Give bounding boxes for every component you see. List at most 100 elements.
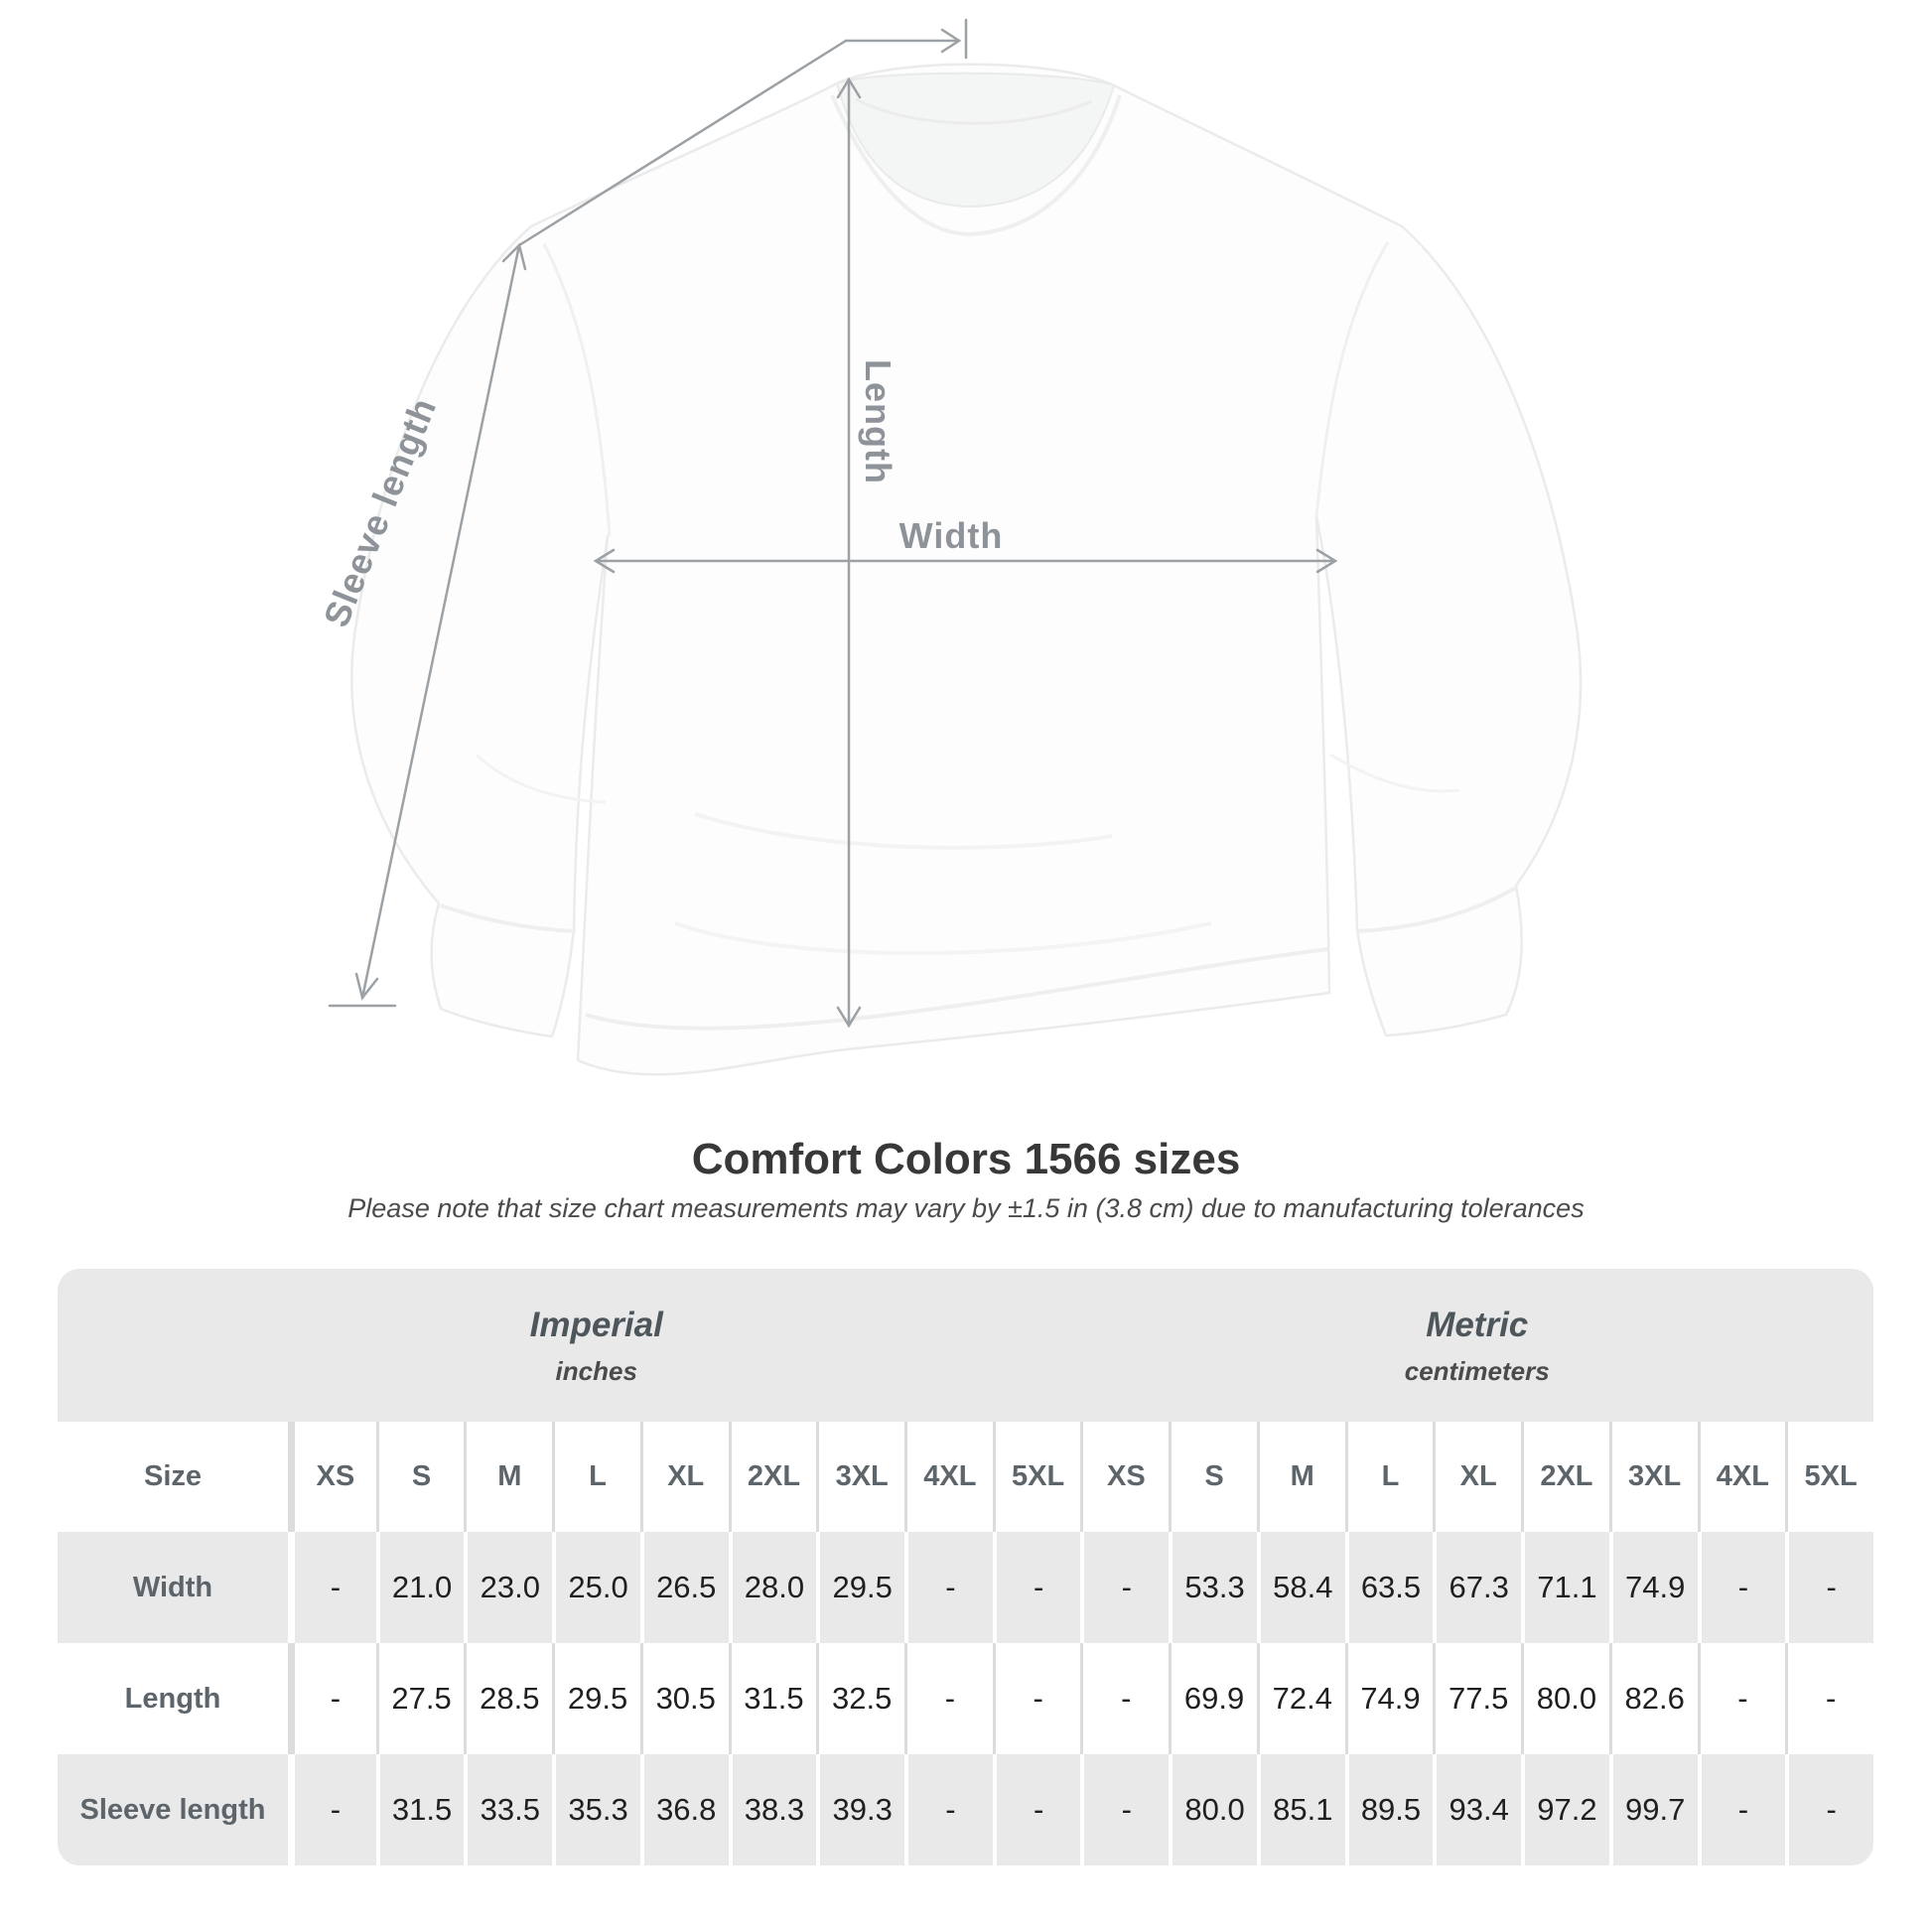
sweatshirt-body <box>350 63 1583 1076</box>
row-label-length: Length <box>58 1643 288 1754</box>
metric-group-header: Metric centimeters <box>1080 1269 1873 1422</box>
length-metric-xs: - <box>1080 1643 1170 1754</box>
wrinkle-line <box>1329 753 1460 793</box>
metric-label: Metric <box>1426 1306 1529 1344</box>
size-header-metric-xs: XS <box>1080 1422 1170 1532</box>
sleeve-metric-5xl: - <box>1785 1754 1873 1865</box>
size-header-metric-xl: XL <box>1433 1422 1522 1532</box>
width-imperial-2xl: 28.0 <box>728 1532 817 1643</box>
sleeve-metric-s: 80.0 <box>1169 1754 1257 1865</box>
right-cuff-seam <box>1355 886 1518 933</box>
length-metric-l: 74.9 <box>1344 1643 1434 1754</box>
length-metric-2xl: 80.0 <box>1521 1643 1609 1754</box>
sleeve-imperial-xs: - <box>288 1754 376 1865</box>
width-metric-xl: 67.3 <box>1433 1532 1522 1643</box>
sleeve-imperial-5xl: - <box>992 1754 1081 1865</box>
length-imperial-2xl: 31.5 <box>728 1643 817 1754</box>
sleeve-metric-l: 89.5 <box>1344 1754 1434 1865</box>
collar-seam <box>830 94 1122 237</box>
sleeve-metric-xl: 93.4 <box>1433 1754 1522 1865</box>
wrinkle-line <box>694 812 1113 850</box>
width-imperial-xl: 26.5 <box>639 1532 729 1643</box>
length-imperial-l: 29.5 <box>552 1643 640 1754</box>
width-metric-l: 63.5 <box>1344 1532 1434 1643</box>
width-imperial-m: 23.0 <box>464 1532 553 1643</box>
sweatshirt-measurement-figure: Length Width Sleeve length <box>316 18 1583 1076</box>
sleeve-metric-2xl: 97.2 <box>1521 1754 1609 1865</box>
sleeve-metric-m: 85.1 <box>1256 1754 1345 1865</box>
size-chart-heading: Comfort Colors 1566 sizes Please note th… <box>0 1135 1932 1224</box>
wrinkle-line <box>475 753 607 804</box>
collar-opening <box>835 71 1116 208</box>
length-imperial-3xl: 32.5 <box>816 1643 905 1754</box>
size-header-metric-5xl: 5XL <box>1785 1422 1873 1532</box>
imperial-unit-label: inches <box>555 1356 637 1386</box>
length-imperial-4xl: - <box>904 1643 993 1754</box>
width-metric-s: 53.3 <box>1169 1532 1257 1643</box>
sleeve-imperial-s: 31.5 <box>375 1754 465 1865</box>
sleeve-imperial-4xl: - <box>904 1754 993 1865</box>
imperial-label: Imperial <box>529 1306 663 1344</box>
sleeve-imperial-m: 33.5 <box>464 1754 553 1865</box>
row-label-sleeve-length: Sleeve length <box>58 1754 288 1865</box>
size-header-imperial-s: S <box>375 1422 465 1532</box>
length-imperial-m: 28.5 <box>464 1643 553 1754</box>
page-title: Comfort Colors 1566 sizes <box>691 1135 1241 1183</box>
width-metric-2xl: 71.1 <box>1521 1532 1609 1643</box>
length-metric-4xl: - <box>1697 1643 1786 1754</box>
width-imperial-5xl: - <box>992 1532 1081 1643</box>
size-header-row: Size XS S M L XL 2XL 3XL 4XL 5XL XS S M … <box>58 1422 1873 1532</box>
width-metric-xs: - <box>1080 1532 1170 1643</box>
size-header-imperial-xl: XL <box>639 1422 729 1532</box>
length-metric-3xl: 82.6 <box>1608 1643 1698 1754</box>
length-imperial-xs: - <box>288 1643 376 1754</box>
length-imperial-5xl: - <box>992 1643 1081 1754</box>
imperial-group-header: Imperial inches <box>58 1269 1081 1422</box>
width-dimension-line <box>593 548 1338 574</box>
size-header-imperial-m: M <box>464 1422 553 1532</box>
width-imperial-xs: - <box>288 1532 376 1643</box>
row-label-width: Width <box>58 1532 288 1643</box>
length-metric-5xl: - <box>1785 1643 1873 1754</box>
sleeve-imperial-xl: 36.8 <box>639 1754 729 1865</box>
size-header-imperial-5xl: 5XL <box>992 1422 1081 1532</box>
table-row-length: Length - 27.5 28.5 29.5 30.5 31.5 32.5 -… <box>58 1643 1873 1754</box>
length-imperial-xl: 30.5 <box>639 1643 729 1754</box>
size-header-imperial-xs: XS <box>288 1422 376 1532</box>
unit-group-row: Imperial inches Metric centimeters <box>58 1269 1873 1422</box>
sleeve-metric-3xl: 99.7 <box>1608 1754 1698 1865</box>
width-imperial-4xl: - <box>904 1532 993 1643</box>
size-chart-table: Imperial inches Metric centimeters Size … <box>58 1269 1873 1865</box>
length-dimension-line <box>836 76 862 1029</box>
wrinkle-line <box>674 921 1212 955</box>
right-armhole-seam <box>1314 241 1390 517</box>
width-metric-m: 58.4 <box>1256 1532 1345 1643</box>
size-header-metric-m: M <box>1256 1422 1345 1532</box>
size-header-imperial-2xl: 2XL <box>728 1422 817 1532</box>
sleeve-imperial-2xl: 38.3 <box>728 1754 817 1865</box>
size-header-metric-3xl: 3XL <box>1608 1422 1698 1532</box>
size-header-imperial-4xl: 4XL <box>904 1422 993 1532</box>
length-metric-xl: 77.5 <box>1433 1643 1522 1754</box>
size-header-imperial-3xl: 3XL <box>816 1422 905 1532</box>
sleeve-metric-xs: - <box>1080 1754 1170 1865</box>
size-header-metric-s: S <box>1169 1422 1257 1532</box>
tolerance-note: Please note that size chart measurements… <box>347 1193 1585 1223</box>
sleeve-metric-4xl: - <box>1697 1754 1786 1865</box>
metric-unit-label: centimeters <box>1404 1356 1550 1386</box>
width-imperial-s: 21.0 <box>375 1532 465 1643</box>
width-metric-4xl: - <box>1697 1532 1786 1643</box>
sleeve-length-dimension-line <box>328 18 968 1008</box>
sleeve-imperial-l: 35.3 <box>552 1754 640 1865</box>
size-column-header: Size <box>58 1422 288 1532</box>
sweatshirt-illustration-svg <box>328 18 1583 1076</box>
size-chart-container: Imperial inches Metric centimeters Size … <box>58 1269 1873 1865</box>
width-metric-5xl: - <box>1785 1532 1873 1643</box>
table-row-sleeve-length: Sleeve length - 31.5 33.5 35.3 36.8 38.3… <box>58 1754 1873 1865</box>
dimension-lines <box>328 18 1338 1029</box>
size-header-metric-4xl: 4XL <box>1697 1422 1786 1532</box>
left-armhole-seam <box>542 243 612 537</box>
width-dimension-label: Width <box>898 515 1004 556</box>
width-imperial-3xl: 29.5 <box>816 1532 905 1643</box>
hem-seam <box>585 947 1328 1031</box>
